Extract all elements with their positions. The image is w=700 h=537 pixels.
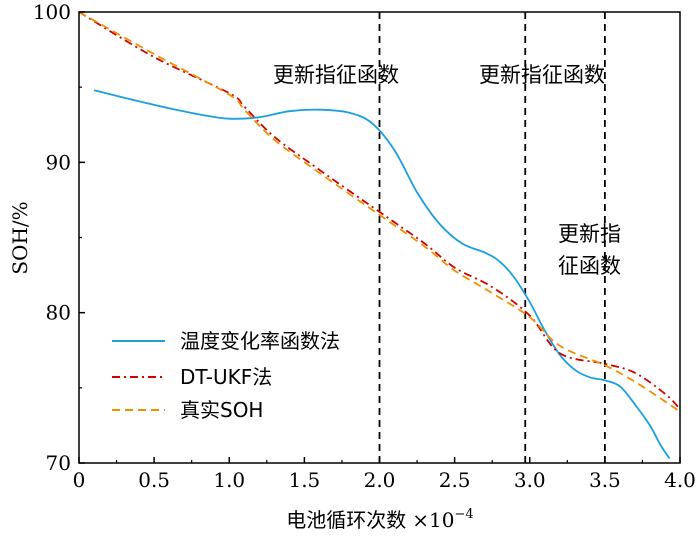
x-axis-title-main: 电池循环次数 (286, 508, 406, 532)
y-tick-label-2: 90 (46, 150, 71, 174)
y-tick-label-0: 70 (46, 451, 71, 475)
x-axis-title: 电池循环次数 ×10−4 (286, 507, 473, 532)
x-tick-label-5: 2.5 (439, 468, 471, 492)
x-tick-label-2: 1.0 (213, 468, 245, 492)
legend: 温度变化率函数法 DT-UKF法 真实SOH (112, 329, 340, 422)
x-tick-label-6: 3.0 (514, 468, 546, 492)
tick-labels: 0 0.5 1.0 1.5 2.0 2.5 3.0 3.5 4.0 70 80 90 100 (33, 0, 696, 492)
series-line-1 (93, 89, 671, 459)
series-line-3 (78, 11, 681, 413)
y-tick-label-1: 80 (46, 301, 71, 325)
x-axis-title-scale: ×10 (412, 508, 454, 532)
annotation-update-3-line2: 征函数 (558, 254, 621, 278)
axis-ticks (78, 11, 681, 464)
x-tick-label-3: 1.5 (288, 468, 320, 492)
series-line-2 (78, 11, 681, 410)
y-tick-label-3: 100 (33, 0, 71, 24)
annotation-update-2: 更新指征函数 (479, 63, 605, 87)
x-tick-label-0: 0 (73, 468, 86, 492)
x-tick-label-1: 0.5 (138, 468, 170, 492)
x-axis-title-exponent: −4 (455, 507, 474, 522)
x-tick-label-4: 2.0 (364, 468, 396, 492)
series-layer (78, 11, 681, 459)
annotation-update-3-line1: 更新指 (558, 222, 621, 246)
update-markers (378, 12, 606, 463)
legend-label-dt-ukf: DT-UKF法 (180, 365, 272, 389)
y-axis-title: SOH/% (8, 201, 32, 274)
legend-label-true-soh: 真实SOH (180, 398, 263, 422)
legend-label-temperature-method: 温度变化率函数法 (180, 329, 340, 353)
annotation-update-1: 更新指征函数 (273, 63, 399, 87)
x-tick-label-8: 4.0 (664, 468, 696, 492)
x-tick-label-7: 3.5 (589, 468, 621, 492)
